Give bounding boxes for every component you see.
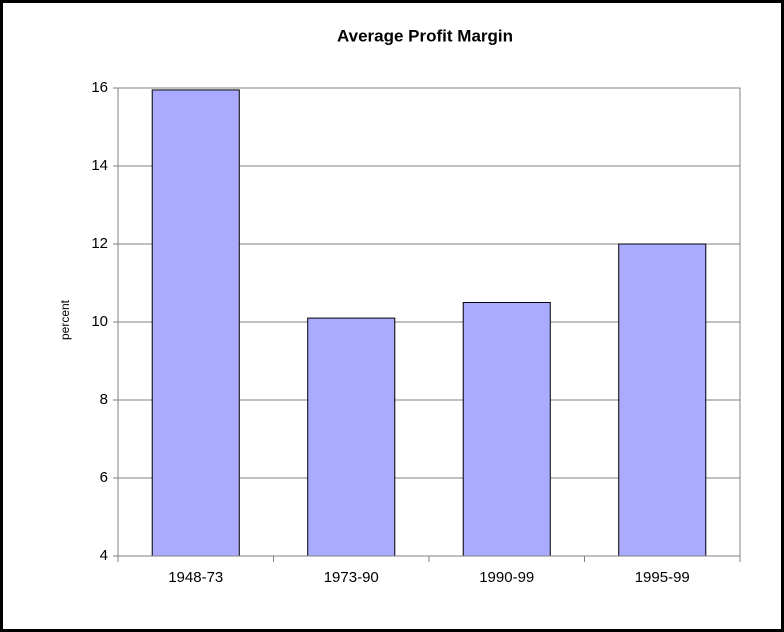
y-tick-label: 14 (91, 157, 108, 174)
x-tick-label: 1948-73 (168, 569, 223, 586)
bar (307, 317, 396, 557)
x-tick-label: 1995-99 (635, 569, 690, 586)
y-axis-label: percent (58, 299, 72, 340)
y-tick-label: 10 (91, 313, 108, 330)
y-tick-label: 16 (91, 79, 108, 96)
y-tick-label: 8 (100, 391, 108, 408)
bar (151, 89, 240, 557)
x-tick-label: 1973-90 (324, 569, 379, 586)
y-tick-label: 6 (100, 469, 108, 486)
bar (618, 243, 707, 557)
x-tick-label: 1990-99 (479, 569, 534, 586)
chart-title: Average Profit Margin (337, 26, 513, 45)
y-tick-label: 4 (100, 547, 108, 564)
bar (462, 302, 551, 557)
y-tick-label: 12 (91, 235, 108, 252)
